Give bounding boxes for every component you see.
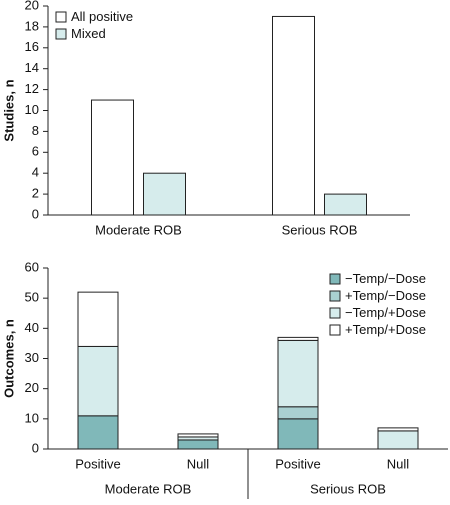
x-tick-label: Serious ROB	[282, 222, 358, 237]
y-axis-label: Outcomes, n	[1, 319, 16, 398]
bar	[91, 99, 134, 216]
x-tick-label: Null	[187, 456, 210, 471]
y-tick-label: 20	[25, 0, 39, 12]
y-tick-label: 30	[25, 350, 39, 365]
bar-segment	[77, 291, 119, 347]
bar	[272, 15, 315, 216]
y-axis-label: Studies, n	[1, 79, 16, 141]
group-label: Serious ROB	[310, 481, 386, 496]
y-tick-label: 6	[32, 144, 39, 159]
bar-segment	[77, 345, 119, 417]
bar	[324, 193, 367, 216]
legend-swatch	[329, 273, 341, 285]
legend-swatch	[329, 324, 341, 336]
x-tick-label: Moderate ROB	[95, 222, 182, 237]
legend-swatch	[55, 28, 67, 40]
y-tick-label: 10	[25, 410, 39, 425]
bar	[143, 172, 186, 216]
bar-segment	[277, 336, 319, 341]
bar-segment	[377, 427, 419, 432]
y-tick-label: 12	[25, 81, 39, 96]
y-tick-label: 0	[32, 440, 39, 455]
legend-label: −Temp/−Dose	[345, 271, 426, 286]
y-tick-label: 18	[25, 18, 39, 33]
legend-label: −Temp/+Dose	[345, 305, 426, 320]
y-tick-label: 8	[32, 123, 39, 138]
x-tick-label: Positive	[75, 456, 121, 471]
bar-segment	[177, 439, 219, 450]
y-tick-label: 60	[25, 259, 39, 274]
y-tick-label: 0	[32, 206, 39, 221]
legend-label: +Temp/+Dose	[345, 322, 426, 337]
legend-swatch	[329, 290, 341, 302]
legend-label: +Temp/−Dose	[345, 288, 426, 303]
x-tick-label: Positive	[275, 456, 321, 471]
bar-segment	[177, 433, 219, 438]
y-tick-label: 14	[25, 60, 39, 75]
y-tick-label: 4	[32, 165, 39, 180]
bar-segment	[277, 339, 319, 408]
legend-swatch	[55, 11, 67, 23]
y-tick-label: 10	[25, 102, 39, 117]
y-tick-label: 16	[25, 39, 39, 54]
bar-segment	[77, 415, 119, 450]
bar-segment	[277, 418, 319, 450]
group-label: Moderate ROB	[105, 481, 192, 496]
y-tick-label: 40	[25, 320, 39, 335]
y-tick-label: 50	[25, 290, 39, 305]
bar-segment	[377, 430, 419, 450]
legend-swatch	[329, 307, 341, 319]
legend-label: All positive	[71, 9, 133, 24]
y-tick-label: 20	[25, 380, 39, 395]
x-tick-label: Null	[387, 456, 410, 471]
y-tick-label: 2	[32, 186, 39, 201]
bar-segment	[277, 406, 319, 420]
legend-label: Mixed	[71, 26, 106, 41]
